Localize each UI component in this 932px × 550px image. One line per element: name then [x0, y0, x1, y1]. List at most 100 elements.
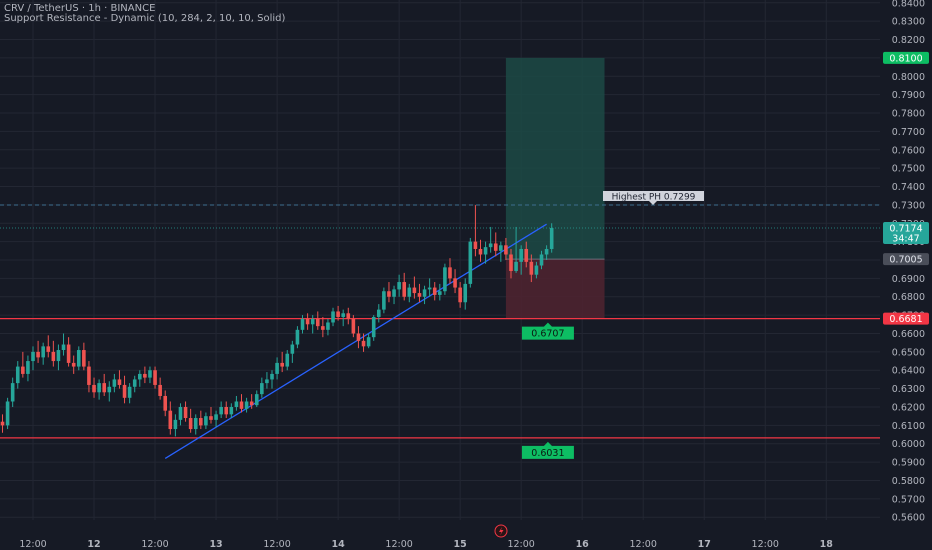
candle[interactable]: [376, 309, 381, 317]
candle[interactable]: [407, 287, 412, 297]
trendline[interactable]: [164, 223, 547, 459]
stop-zone[interactable]: [505, 259, 605, 319]
candle[interactable]: [178, 406, 183, 420]
candle[interactable]: [326, 322, 330, 330]
candle[interactable]: [310, 318, 315, 325]
candle[interactable]: [56, 350, 61, 362]
candle[interactable]: [300, 318, 305, 330]
candle[interactable]: [193, 418, 198, 430]
candle[interactable]: [66, 344, 71, 363]
candle[interactable]: [402, 282, 407, 297]
candle[interactable]: [356, 333, 361, 341]
candle[interactable]: [71, 362, 76, 367]
candle[interactable]: [92, 384, 96, 393]
candle[interactable]: [117, 379, 122, 385]
candle[interactable]: [26, 361, 30, 374]
candle[interactable]: [321, 326, 325, 330]
candle[interactable]: [15, 366, 20, 384]
candle[interactable]: [163, 395, 168, 411]
candle[interactable]: [468, 241, 473, 284]
candle[interactable]: [36, 351, 40, 358]
target-zone[interactable]: [505, 57, 605, 260]
candle[interactable]: [112, 379, 117, 387]
candle[interactable]: [453, 278, 457, 288]
candle[interactable]: [346, 313, 351, 319]
candle[interactable]: [214, 414, 218, 420]
candle[interactable]: [107, 386, 112, 393]
candle[interactable]: [188, 418, 193, 430]
candle[interactable]: [21, 366, 25, 374]
candle[interactable]: [422, 289, 427, 297]
candle[interactable]: [448, 267, 452, 279]
candle[interactable]: [102, 383, 106, 393]
candle[interactable]: [529, 261, 534, 275]
candle[interactable]: [366, 337, 371, 347]
candle[interactable]: [244, 401, 249, 409]
candle[interactable]: [0, 421, 5, 426]
candle[interactable]: [5, 401, 10, 426]
candle[interactable]: [382, 291, 386, 310]
candle[interactable]: [10, 383, 15, 402]
candle[interactable]: [254, 394, 259, 406]
candle[interactable]: [132, 379, 137, 387]
candle[interactable]: [270, 373, 274, 380]
candle[interactable]: [427, 287, 432, 290]
candle[interactable]: [280, 362, 284, 367]
indicator-legend[interactable]: Support Resistance - Dynamic (10, 284, 2…: [4, 13, 286, 24]
candle[interactable]: [168, 410, 173, 430]
candle[interactable]: [336, 311, 340, 317]
candle[interactable]: [387, 291, 391, 297]
candle[interactable]: [544, 248, 549, 255]
candle[interactable]: [122, 384, 127, 398]
symbol-legend[interactable]: CRV / TetherUS · 1h · BINANCE: [4, 3, 156, 14]
candle[interactable]: [224, 406, 229, 415]
candle[interactable]: [397, 282, 401, 290]
candle[interactable]: [371, 316, 376, 338]
candle[interactable]: [483, 247, 488, 255]
candle[interactable]: [549, 228, 554, 249]
candle[interactable]: [432, 287, 437, 295]
candle[interactable]: [488, 243, 493, 248]
candle[interactable]: [260, 383, 264, 395]
candle[interactable]: [524, 248, 529, 262]
candle[interactable]: [239, 401, 244, 409]
candle[interactable]: [361, 340, 366, 347]
candle[interactable]: [514, 261, 518, 272]
candle[interactable]: [351, 318, 356, 334]
candle[interactable]: [137, 373, 142, 380]
candle[interactable]: [443, 267, 447, 292]
candle[interactable]: [499, 245, 503, 251]
candle[interactable]: [473, 241, 478, 249]
candle[interactable]: [148, 370, 152, 378]
candle[interactable]: [41, 346, 45, 358]
candle[interactable]: [219, 406, 223, 415]
candle[interactable]: [412, 287, 417, 294]
candle[interactable]: [153, 370, 157, 385]
candle[interactable]: [463, 283, 468, 303]
candle[interactable]: [285, 353, 290, 367]
candle[interactable]: [478, 248, 483, 255]
candle[interactable]: [234, 401, 239, 407]
candle[interactable]: [290, 344, 295, 354]
candle[interactable]: [504, 245, 508, 255]
candle[interactable]: [539, 254, 544, 266]
candle[interactable]: [127, 386, 132, 398]
candle[interactable]: [46, 346, 51, 352]
candle[interactable]: [97, 383, 101, 393]
candle[interactable]: [275, 362, 279, 374]
candle[interactable]: [265, 379, 269, 384]
candle[interactable]: [417, 293, 422, 297]
candle[interactable]: [61, 344, 66, 351]
candle[interactable]: [82, 350, 86, 367]
candle[interactable]: [209, 416, 213, 420]
candle[interactable]: [392, 289, 396, 297]
candle[interactable]: [199, 418, 203, 426]
candle[interactable]: [143, 373, 147, 378]
candle[interactable]: [509, 254, 513, 272]
candle[interactable]: [229, 406, 234, 415]
candle[interactable]: [31, 351, 35, 362]
candle[interactable]: [158, 384, 162, 396]
candle[interactable]: [331, 311, 335, 323]
candle[interactable]: [87, 366, 91, 385]
